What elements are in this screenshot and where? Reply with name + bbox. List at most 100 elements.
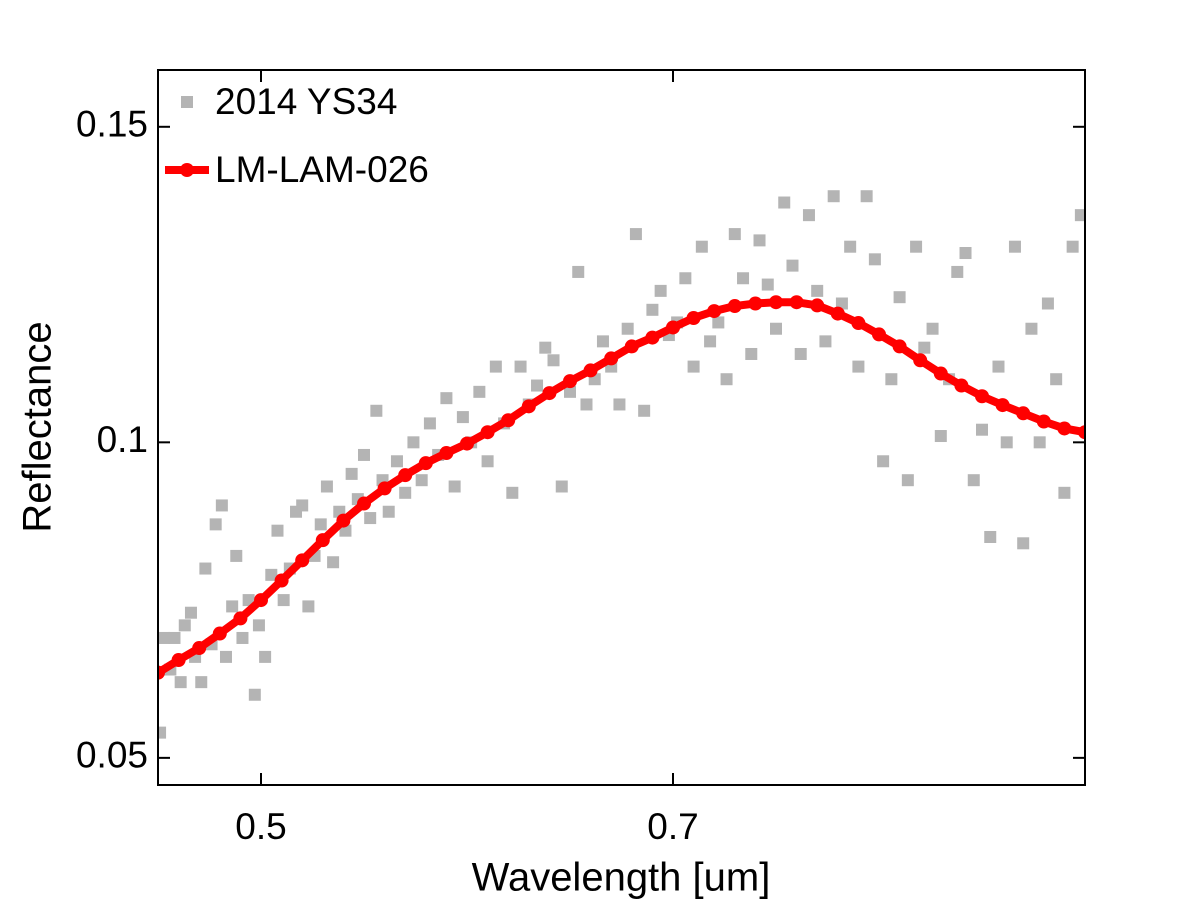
scatter-point (209, 518, 222, 531)
scatter-point (415, 474, 428, 487)
line-marker (1078, 425, 1085, 440)
line-marker (851, 316, 866, 331)
scatter-point (514, 360, 527, 373)
scatter-point (753, 234, 766, 247)
line-marker (192, 641, 207, 656)
scatter-point (271, 524, 284, 537)
scatter-point (440, 392, 453, 405)
scatter-point (539, 341, 552, 354)
line-marker (995, 398, 1010, 413)
scatter-point (720, 373, 733, 386)
scatter-point (745, 347, 758, 360)
line-marker (274, 573, 289, 588)
line-marker (171, 653, 186, 668)
scatter-point (314, 518, 327, 531)
line-marker (933, 366, 948, 381)
scatter-point (158, 726, 167, 739)
scatter-point (230, 549, 243, 562)
scatter-point (844, 240, 857, 253)
legend-marker (181, 96, 193, 108)
line-marker (315, 533, 330, 548)
line-marker (666, 320, 680, 335)
scatter-point (835, 297, 848, 310)
scatter-point (339, 524, 352, 537)
line-marker (583, 363, 598, 378)
scatter-point (712, 316, 725, 329)
scatter-point (918, 341, 931, 354)
scatter-point (580, 398, 593, 411)
line-marker (357, 496, 371, 511)
y-tick-label: 0.05 (76, 735, 148, 776)
scatter-point (364, 512, 377, 525)
scatter-point (654, 284, 667, 297)
scatter-point (547, 354, 560, 367)
scatter-point (489, 360, 502, 373)
scatter-point (236, 631, 249, 644)
scatter-point (259, 650, 272, 663)
scatter-point (1058, 486, 1071, 499)
scatter-point (248, 688, 261, 701)
line-marker (769, 295, 783, 310)
scatter-point (448, 480, 461, 493)
scatter-point (1000, 436, 1013, 449)
scatter-point (184, 606, 197, 619)
scatter-point (1074, 209, 1085, 222)
y-axis-label: Reflectance (16, 321, 60, 532)
line-marker (645, 330, 660, 345)
scatter-point (1025, 322, 1038, 335)
scatter-point (564, 385, 576, 398)
scatter-point (572, 265, 585, 278)
scatter-point (199, 562, 212, 575)
scatter-point (770, 322, 782, 335)
line-marker (295, 553, 310, 568)
line-marker (377, 481, 392, 496)
scatter-point (679, 272, 692, 285)
line-marker (1036, 414, 1051, 429)
line (158, 298, 1085, 677)
scatter-point (621, 322, 634, 335)
scatter-point (959, 247, 972, 260)
scatter-point (827, 190, 840, 203)
line-marker (336, 513, 351, 528)
scatter-point (951, 265, 964, 278)
scatter-point (728, 228, 741, 241)
scatter-point (926, 322, 939, 335)
line-marker (1016, 406, 1031, 421)
scatter-point (456, 411, 469, 424)
line-marker (727, 299, 742, 314)
scatter-point (219, 650, 232, 663)
scatter-point (1033, 436, 1046, 449)
scatter-point (613, 398, 626, 411)
scatter-point (695, 240, 708, 253)
scatter-point (252, 619, 265, 632)
scatter-point (423, 417, 436, 430)
line-marker (913, 353, 928, 368)
scatter-point (646, 303, 659, 316)
line-marker (460, 436, 474, 451)
scatter-point (345, 467, 358, 480)
scatter-point (761, 278, 774, 291)
scatter-point (794, 347, 807, 360)
scatter-point (473, 385, 486, 398)
line-marker (624, 339, 639, 354)
scatter-point (934, 430, 947, 443)
line-marker (563, 374, 577, 389)
line-marker (158, 665, 165, 680)
line-marker (707, 304, 722, 319)
line-marker (872, 327, 886, 342)
x-tick-label: 0.5 (235, 806, 286, 847)
line-marker (748, 296, 763, 311)
scatter-point (390, 455, 403, 468)
scatter-point (852, 360, 865, 373)
line-marker (1057, 421, 1072, 436)
scatter-point (215, 499, 228, 512)
line-marker (604, 351, 619, 366)
scatter-point (265, 568, 278, 581)
scatter-point (277, 594, 290, 607)
scatter-point (168, 631, 181, 644)
scatter-point (178, 619, 191, 632)
scatter-point (195, 676, 208, 689)
line-marker (212, 626, 227, 641)
legend-label: 2014 YS34 (215, 81, 397, 122)
